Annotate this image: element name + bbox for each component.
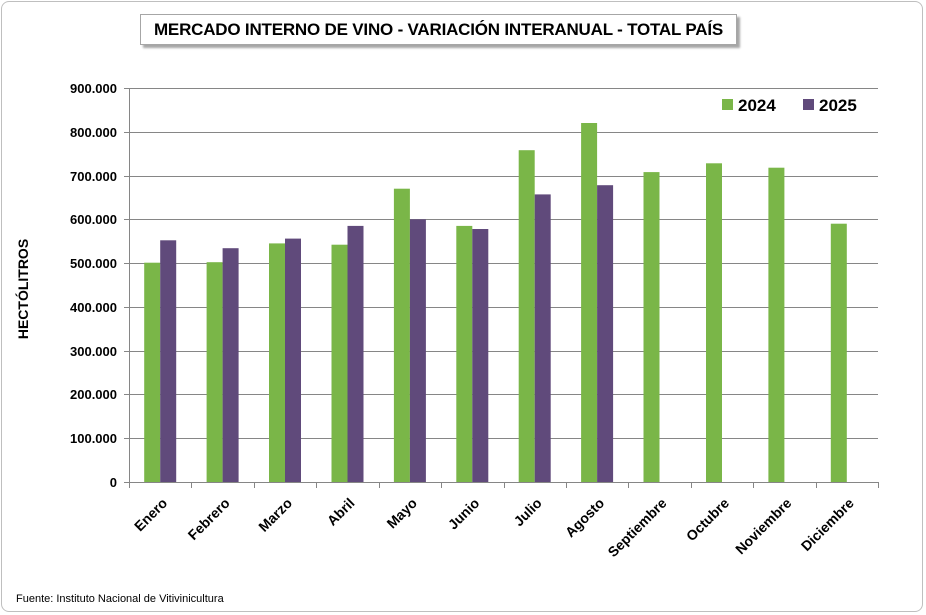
x-tick-labels: Enero Febrero Marzo Abril Mayo Junio Julio Agos… <box>131 495 857 560</box>
y-axis-label: HECTÓLITROS <box>14 239 31 339</box>
y-tick-label: 0 <box>110 475 117 490</box>
x-tick-label: Junio <box>445 495 483 533</box>
bar-2024-mayo <box>393 188 410 482</box>
x-tick-label: Julio <box>510 495 544 529</box>
y-tick-label: 100.000 <box>70 431 117 446</box>
bar-2024-abril <box>331 244 348 482</box>
bar-2025-marzo <box>285 238 301 482</box>
y-tick-label: 600.000 <box>70 212 117 227</box>
x-tick-label: Diciembre <box>798 495 857 554</box>
y-tick-label: 300.000 <box>70 344 117 359</box>
x-tick-label: Enero <box>131 495 170 534</box>
bar-2024-febrero <box>206 262 223 482</box>
x-tick-label: Mayo <box>383 495 420 532</box>
gridlines <box>129 88 878 439</box>
y-tick-labels: 0 100.000 200.000 300.000 400.000 500.000 600.… <box>70 81 117 490</box>
source-note: Fuente: Instituto Nacional de Vitivinicu… <box>16 593 224 605</box>
y-tick-label: 200.000 <box>70 387 117 402</box>
legend-swatch-2024 <box>722 99 733 110</box>
y-tick-label: 700.000 <box>70 169 117 184</box>
bar-2025-enero <box>160 240 177 482</box>
bar-2025-julio <box>534 194 551 482</box>
y-tick-label: 900.000 <box>70 81 117 96</box>
legend-label-2024: 2024 <box>738 96 776 115</box>
legend-label-2025: 2025 <box>819 96 857 115</box>
bar-2024-noviembre <box>768 167 785 482</box>
bar-2025-agosto <box>597 185 614 482</box>
bar-2024-octubre <box>706 163 722 483</box>
bar-2024-agosto <box>581 123 598 482</box>
x-tick-label: Septiembre <box>604 495 669 560</box>
bar-2024-enero <box>144 262 161 482</box>
x-tick-label: Octubre <box>683 495 732 544</box>
x-tick-label: Febrero <box>185 495 233 543</box>
bar-2024-septiembre <box>643 172 660 482</box>
bar-2024-julio <box>518 150 535 482</box>
x-tick-label: Abril <box>324 495 358 529</box>
bar-2024-diciembre <box>830 223 847 482</box>
bar-2025-abril <box>347 225 364 482</box>
chart-title-box: MERCADO INTERNO DE VINO - VARIACIÓN INTE… <box>140 14 737 45</box>
x-tick-label: Marzo <box>255 495 295 535</box>
bar-2024-junio <box>456 225 473 482</box>
bar-2025-junio <box>472 229 489 482</box>
y-tick-label: 400.000 <box>70 300 117 315</box>
x-tick-label: Noviembre <box>732 495 795 558</box>
legend-swatch-2025 <box>803 99 814 110</box>
y-tick-label: 500.000 <box>70 256 117 271</box>
legend: 2024 2025 <box>722 96 857 115</box>
axes <box>124 88 879 488</box>
bar-2025-mayo <box>409 219 426 483</box>
bars <box>144 123 847 483</box>
x-tick-label: Agosto <box>562 495 607 540</box>
chart-title: MERCADO INTERNO DE VINO - VARIACIÓN INTE… <box>153 19 724 39</box>
bar-2025-febrero <box>222 248 239 482</box>
y-tick-label: 800.000 <box>70 125 117 140</box>
bar-2024-marzo <box>269 243 285 482</box>
